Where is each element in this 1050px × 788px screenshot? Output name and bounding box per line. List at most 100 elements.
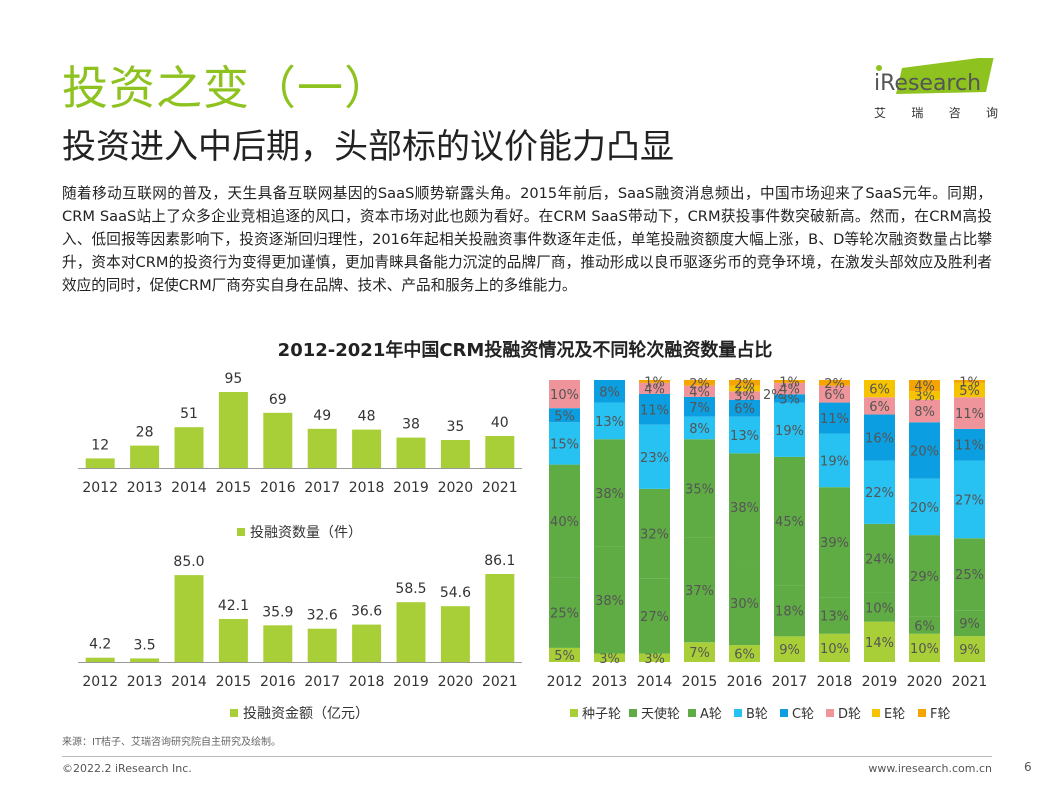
legend-label: 投融资数量（件） bbox=[250, 525, 362, 541]
stack-segment bbox=[774, 585, 805, 637]
legend-swatch bbox=[237, 528, 245, 536]
segment-label: 11% bbox=[820, 412, 849, 427]
legend-swatch bbox=[629, 709, 637, 717]
stack-segment bbox=[549, 577, 580, 648]
segment-label: 6% bbox=[824, 388, 845, 403]
segment-label: 25% bbox=[550, 607, 579, 622]
stack-segment bbox=[549, 464, 580, 578]
x-tick-label: 2013 bbox=[127, 674, 163, 690]
segment-label: 8% bbox=[599, 385, 620, 400]
stack-segment bbox=[594, 402, 625, 440]
source-note: 来源：IT桔子、艾瑞咨询研究院自主研究及绘制。 bbox=[62, 737, 282, 748]
segment-label: 10% bbox=[550, 388, 579, 403]
x-tick-label: 2014 bbox=[637, 674, 673, 690]
segment-label: 38% bbox=[730, 501, 759, 516]
segment-label: 4% bbox=[689, 385, 710, 400]
stack-segment bbox=[774, 636, 805, 662]
stack-segment bbox=[639, 488, 670, 579]
data-label: 12 bbox=[91, 437, 109, 453]
segment-label: 2% bbox=[734, 382, 755, 397]
data-label: 48 bbox=[358, 409, 376, 425]
logo-tag-char: 艾 bbox=[874, 106, 887, 120]
segment-label: 29% bbox=[910, 570, 939, 585]
stack-segment bbox=[729, 645, 760, 662]
legend-label: 种子轮 bbox=[582, 707, 621, 722]
legend-label: D轮 bbox=[838, 707, 861, 722]
segment-label: 24% bbox=[865, 552, 894, 567]
segment-label: 6% bbox=[734, 402, 755, 417]
segment-label: 3% bbox=[779, 393, 800, 408]
segment-label: 2% bbox=[824, 377, 845, 392]
stack-segment bbox=[729, 399, 760, 417]
legend-label: B轮 bbox=[746, 707, 768, 722]
segment-label: 6% bbox=[869, 383, 890, 398]
stack-segment bbox=[639, 578, 670, 654]
stack-segment bbox=[819, 402, 850, 434]
segment-label: 4% bbox=[914, 380, 935, 395]
segment-label: 13% bbox=[730, 429, 759, 444]
stack-segment bbox=[954, 380, 985, 383]
x-tick-label: 2014 bbox=[171, 674, 207, 690]
segment-label: 3% bbox=[734, 390, 755, 405]
logo-text: iResearch bbox=[874, 71, 981, 96]
segment-label: 38% bbox=[595, 594, 624, 609]
bar bbox=[352, 624, 382, 662]
segment-label: 11% bbox=[640, 403, 669, 418]
data-label: 32.6 bbox=[307, 608, 338, 624]
bar bbox=[485, 436, 515, 468]
bar bbox=[396, 437, 426, 468]
x-tick-label: 2016 bbox=[727, 674, 763, 690]
segment-label: 3% bbox=[914, 390, 935, 405]
data-label: 86.1 bbox=[484, 553, 515, 569]
segment-label: 32% bbox=[640, 528, 669, 543]
stack-segment bbox=[954, 428, 985, 461]
legend-swatch bbox=[688, 709, 696, 717]
count-bar-chart: 12 2012 28 2013 51 2014 95 2015 69 2016 49 2017 48 20… bbox=[78, 371, 522, 541]
segment-label: 7% bbox=[689, 646, 710, 661]
stack-segment bbox=[909, 391, 940, 400]
bar bbox=[218, 392, 248, 468]
logo-tag-char: 咨 bbox=[948, 106, 961, 120]
stack-segment bbox=[819, 487, 850, 598]
logo-tag-char: 瑞 bbox=[911, 106, 924, 120]
x-tick-label: 2020 bbox=[907, 674, 943, 690]
stack-segment bbox=[909, 380, 940, 392]
stack-segment bbox=[684, 385, 715, 397]
segment-label: 6% bbox=[869, 400, 890, 415]
stack-segment bbox=[954, 382, 985, 398]
stack-segment bbox=[819, 380, 850, 386]
stack-segment bbox=[684, 439, 715, 538]
data-label: 28 bbox=[136, 425, 154, 441]
segment-label: 27% bbox=[640, 610, 669, 625]
x-tick-label: 2015 bbox=[216, 674, 252, 690]
stack-segment bbox=[864, 397, 895, 415]
data-label: 35 bbox=[446, 419, 464, 435]
x-tick-label: 2013 bbox=[127, 480, 163, 496]
data-label: 38 bbox=[402, 417, 420, 433]
stack-segment bbox=[774, 456, 805, 586]
stack-segment bbox=[639, 380, 670, 383]
copyright: ©2022.2 iResearch Inc. bbox=[62, 762, 192, 775]
stack-segment bbox=[864, 460, 895, 524]
stack-segment bbox=[774, 382, 805, 395]
footer-divider bbox=[62, 756, 992, 757]
segment-label: 5% bbox=[554, 409, 575, 424]
segment-label: 25% bbox=[955, 568, 984, 583]
stack-segment bbox=[819, 633, 850, 662]
body-paragraph: 随着移动互联网的普及，天生具备互联网基因的SaaS顺势崭露头角。2015年前后，… bbox=[62, 185, 992, 294]
segment-label: 6% bbox=[914, 619, 935, 634]
stack-segment bbox=[684, 642, 715, 662]
x-tick-label: 2018 bbox=[349, 674, 385, 690]
x-tick-label: 2014 bbox=[171, 480, 207, 496]
segment-label: 5% bbox=[554, 649, 575, 664]
segment-label: 10% bbox=[865, 601, 894, 616]
stack-segment bbox=[594, 439, 625, 547]
bar bbox=[85, 657, 115, 662]
stack-segment bbox=[639, 382, 670, 394]
legend-label: 投融资金额（亿元） bbox=[243, 706, 369, 722]
data-label: 69 bbox=[269, 392, 287, 408]
stack-segment bbox=[729, 453, 760, 561]
round-share-stacked-chart: 5%25%40%15%5%10%20123%38%38%13%8%20133%2… bbox=[547, 375, 988, 722]
segment-label: 4% bbox=[644, 382, 665, 397]
segment-label: 8% bbox=[689, 422, 710, 437]
